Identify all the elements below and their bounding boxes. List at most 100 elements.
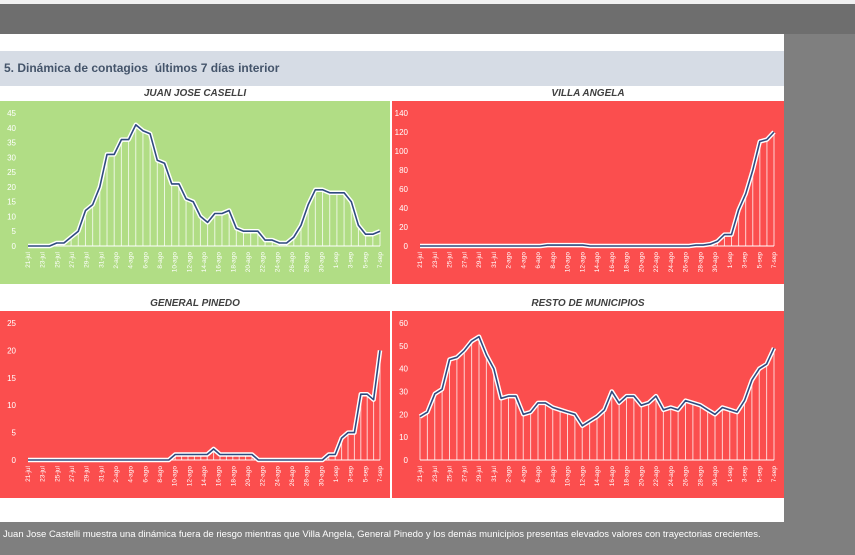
y-tick-label: 0 bbox=[12, 456, 17, 465]
x-tick-label: 29-jul bbox=[476, 251, 483, 267]
x-tick-label: 30-ago bbox=[318, 252, 325, 273]
x-tick-label: 28-ago bbox=[304, 252, 311, 273]
x-tick-label: 23-jul bbox=[432, 251, 439, 267]
x-tick-label: 12-ago bbox=[186, 466, 193, 487]
top-strip bbox=[0, 0, 855, 4]
y-tick-label: 40 bbox=[399, 365, 408, 374]
x-tick-label: 7-sep bbox=[771, 252, 778, 269]
y-tick-label: 5 bbox=[12, 429, 17, 438]
x-tick-label: 6-ago bbox=[142, 252, 149, 269]
chart-title-villa-angela: VILLA ANGELA bbox=[551, 88, 625, 99]
x-tick-label: 1-sep bbox=[727, 252, 734, 269]
x-tick-label: 31-jul bbox=[98, 251, 105, 267]
x-tick-label: 24-ago bbox=[274, 252, 281, 273]
x-tick-label: 4-ago bbox=[520, 252, 527, 269]
x-tick-label: 3-sep bbox=[742, 466, 749, 483]
x-tick-label: 16-ago bbox=[216, 466, 223, 487]
y-tick-label: 60 bbox=[399, 319, 408, 328]
x-tick-label: 31-jul bbox=[491, 251, 498, 267]
y-tick-label: 20 bbox=[7, 346, 16, 355]
x-tick-label: 8-ago bbox=[550, 252, 557, 269]
y-tick-label: 120 bbox=[395, 128, 409, 137]
x-tick-label: 25-jul bbox=[54, 465, 61, 481]
x-tick-label: 6-ago bbox=[535, 252, 542, 269]
x-tick-label: 28-ago bbox=[697, 252, 704, 273]
y-tick-label: 0 bbox=[404, 456, 409, 465]
y-tick-label: 140 bbox=[395, 109, 409, 118]
x-tick-label: 27-jul bbox=[461, 251, 468, 267]
x-tick-label: 23-jul bbox=[40, 465, 47, 481]
x-tick-label: 2-ago bbox=[113, 252, 120, 269]
x-tick-label: 29-jul bbox=[84, 465, 91, 481]
x-tick-label: 7-sep bbox=[771, 466, 778, 483]
x-tick-label: 20-ago bbox=[638, 466, 645, 487]
x-tick-label: 28-ago bbox=[304, 466, 311, 487]
y-tick-label: 35 bbox=[7, 139, 16, 148]
y-tick-label: 10 bbox=[7, 401, 16, 410]
x-tick-label: 1-sep bbox=[333, 252, 340, 269]
y-tick-label: 40 bbox=[399, 204, 408, 213]
x-tick-label: 5-sep bbox=[756, 466, 763, 483]
x-tick-label: 14-ago bbox=[201, 252, 208, 273]
x-tick-label: 25-jul bbox=[447, 465, 454, 481]
x-tick-label: 18-ago bbox=[230, 466, 237, 487]
header-band bbox=[0, 4, 855, 34]
x-tick-label: 2-ago bbox=[506, 252, 513, 269]
x-tick-label: 22-ago bbox=[653, 252, 660, 273]
chart-title-general-pinedo: GENERAL PINEDO bbox=[150, 298, 240, 309]
x-tick-label: 29-jul bbox=[476, 465, 483, 481]
x-tick-label: 6-ago bbox=[535, 466, 542, 483]
right-margin bbox=[784, 34, 855, 522]
x-tick-label: 14-ago bbox=[201, 466, 208, 487]
x-tick-label: 31-jul bbox=[491, 465, 498, 481]
x-tick-label: 20-ago bbox=[638, 252, 645, 273]
x-tick-label: 27-jul bbox=[69, 465, 76, 481]
x-tick-label: 20-ago bbox=[245, 466, 252, 487]
x-tick-label: 21-jul bbox=[25, 465, 32, 481]
x-tick-label: 16-ago bbox=[216, 252, 223, 273]
x-tick-label: 30-ago bbox=[318, 466, 325, 487]
x-tick-label: 8-ago bbox=[550, 466, 557, 483]
x-tick-label: 24-ago bbox=[668, 466, 675, 487]
x-tick-label: 18-ago bbox=[624, 252, 631, 273]
series-line bbox=[28, 123, 381, 247]
x-tick-label: 22-ago bbox=[260, 252, 267, 273]
x-tick-label: 20-ago bbox=[245, 252, 252, 273]
x-tick-label: 3-sep bbox=[348, 466, 355, 483]
x-tick-label: 29-jul bbox=[84, 251, 91, 267]
x-tick-label: 16-ago bbox=[609, 252, 616, 273]
chart-title-resto-municipios: RESTO DE MUNICIPIOS bbox=[531, 298, 645, 309]
chart-resto-municipios: 0 10 20 30 40 50 60 21-jul 23-jul 25-jul 27-jul 29-… bbox=[392, 311, 784, 498]
x-tick-label: 12-ago bbox=[186, 252, 193, 273]
x-tick-label: 6-ago bbox=[142, 466, 149, 483]
x-tick-label: 4-ago bbox=[520, 466, 527, 483]
y-tick-label: 30 bbox=[7, 153, 16, 162]
y-tick-label: 10 bbox=[399, 433, 408, 442]
x-tick-label: 22-ago bbox=[260, 466, 267, 487]
x-tick-label: 14-ago bbox=[594, 466, 601, 487]
x-tick-label: 18-ago bbox=[624, 466, 631, 487]
y-tick-label: 0 bbox=[12, 242, 17, 251]
y-tick-label: 50 bbox=[399, 342, 408, 351]
x-tick-label: 7-sep bbox=[377, 466, 384, 483]
y-tick-label: 25 bbox=[7, 168, 16, 177]
chart-caselli: 0 5 10 15 20 25 30 35 40 45 21-jul 23-jul 25-jul 27-j… bbox=[0, 101, 390, 284]
y-tick-label: 20 bbox=[399, 410, 408, 419]
x-tick-label: 21-jul bbox=[417, 465, 424, 481]
x-tick-label: 30-ago bbox=[712, 252, 719, 273]
y-tick-label: 100 bbox=[395, 147, 409, 156]
x-tick-label: 14-ago bbox=[594, 252, 601, 273]
x-tick-label: 7-sep bbox=[377, 252, 384, 269]
y-tick-label: 0 bbox=[404, 242, 409, 251]
plot-background bbox=[0, 311, 390, 498]
x-tick-label: 5-sep bbox=[362, 466, 369, 483]
footer-text: Juan Jose Castelli muestra una dinámica … bbox=[3, 529, 761, 540]
footer-caption: Juan Jose Castelli muestra una dinámica … bbox=[0, 522, 784, 555]
x-tick-label: 21-jul bbox=[25, 251, 32, 267]
y-tick-label: 30 bbox=[399, 388, 408, 397]
x-tick-label: 8-ago bbox=[157, 466, 164, 483]
x-tick-label: 25-jul bbox=[54, 251, 61, 267]
x-tick-label: 18-ago bbox=[230, 252, 237, 273]
x-tick-label: 4-ago bbox=[128, 252, 135, 269]
section-title: 5. Dinámica de contagios últimos 7 días … bbox=[4, 61, 280, 75]
